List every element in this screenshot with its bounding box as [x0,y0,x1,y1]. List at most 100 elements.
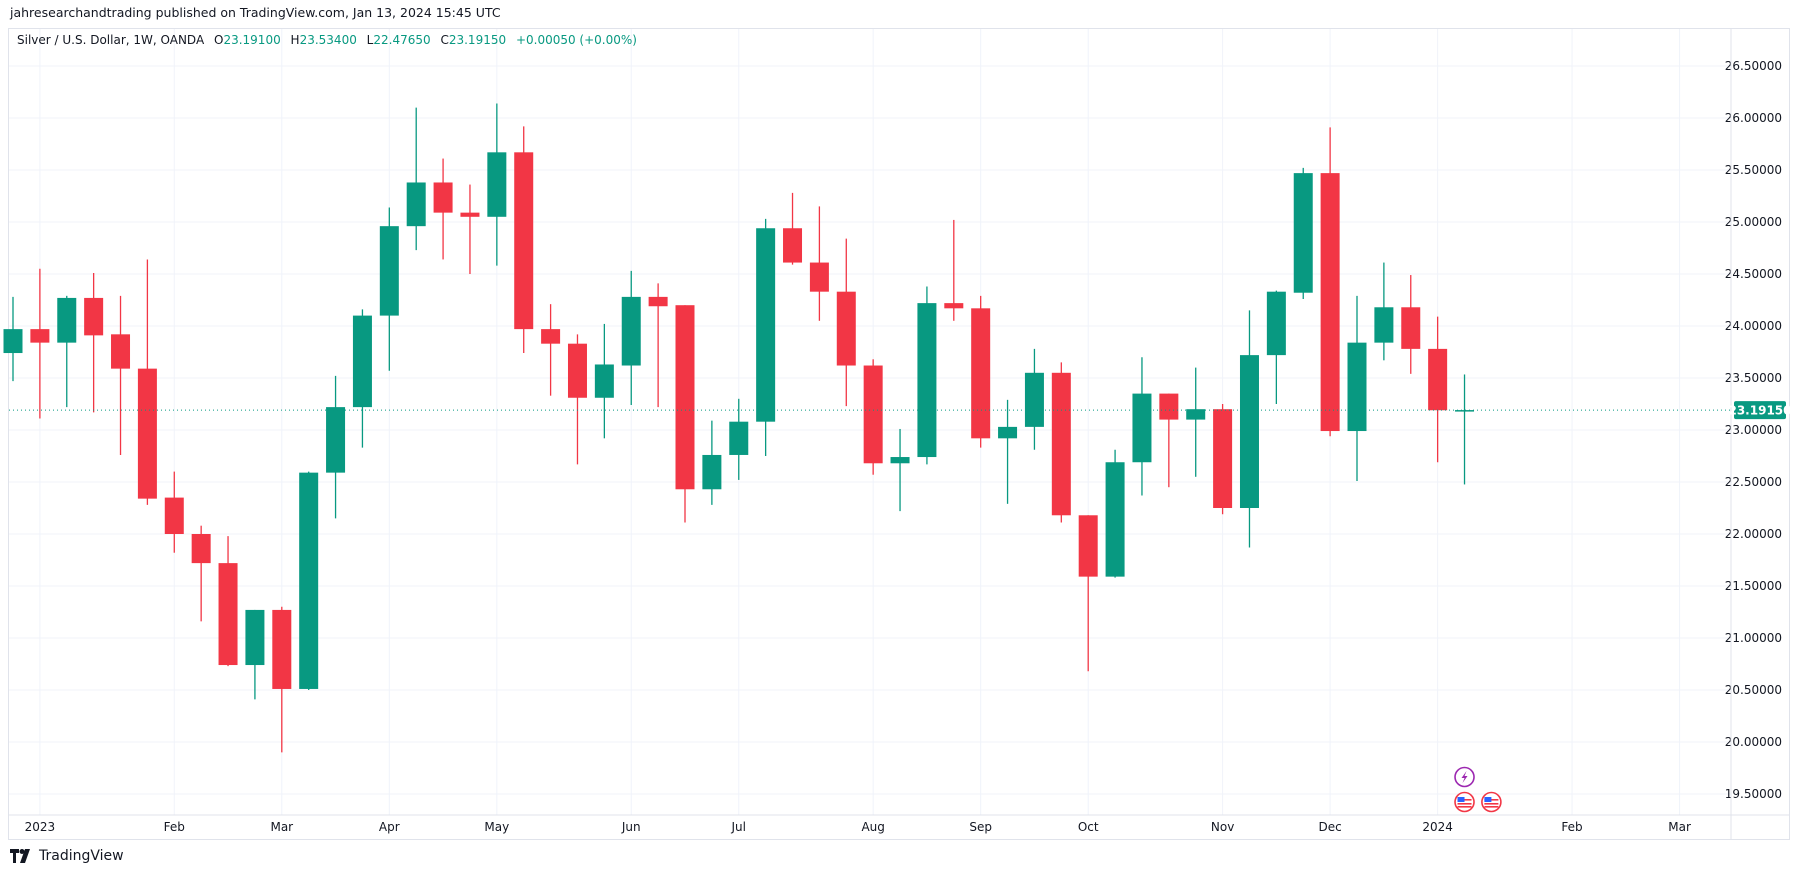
candle-body-down[interactable] [675,305,695,490]
candle-body-up[interactable] [890,457,910,464]
last-price-label: 23.19150 [1728,404,1791,418]
high-value: 23.53400 [299,33,357,47]
y-tick-label: 24.50000 [1725,267,1782,281]
candle-body-up[interactable] [1186,409,1206,420]
x-tick-label: Feb [164,820,185,834]
candle-body-down[interactable] [460,212,480,217]
candle-body-down[interactable] [84,297,104,336]
candle-body-up[interactable] [1239,355,1259,508]
candle-body-up[interactable] [1266,291,1286,356]
candle-body-up[interactable] [245,609,265,666]
y-tick-label: 25.00000 [1725,215,1782,229]
y-tick-label: 20.50000 [1725,683,1782,697]
y-tick-label: 23.50000 [1725,371,1782,385]
candle-body-down[interactable] [541,329,561,344]
x-tick-label: Nov [1211,820,1234,834]
us-flag-icon[interactable] [1481,791,1502,813]
candle-body-down[interactable] [1428,348,1448,411]
y-tick-label: 26.00000 [1725,111,1782,125]
candle-body-up[interactable] [1024,372,1044,427]
candle-body-up[interactable] [702,454,722,490]
candle-body-down[interactable] [191,534,211,564]
candle-body-down[interactable] [30,329,50,343]
chart-frame [8,28,1790,840]
candle-body-up[interactable] [326,407,346,473]
candle-body-down[interactable] [567,343,587,398]
x-tick-label: May [484,820,509,834]
candle-body-down[interactable] [783,228,803,263]
candle-body-down[interactable] [1078,515,1098,577]
candle-body-up[interactable] [352,315,372,408]
candle-body-up[interactable] [1347,342,1367,432]
close-label: C [440,33,449,47]
candle-body-down[interactable] [863,365,883,464]
chart-legend: Silver / U.S. Dollar, 1W, OANDA O23.1910… [17,33,637,47]
x-tick-label: Oct [1078,820,1099,834]
candle-body-up[interactable] [3,329,23,354]
candle-body-down[interactable] [218,563,238,666]
y-tick-label: 26.50000 [1725,59,1782,73]
candle-body-up[interactable] [998,426,1018,439]
candle-body-up[interactable] [57,297,77,343]
candle-body-up[interactable] [379,226,399,316]
y-tick-label: 21.00000 [1725,631,1782,645]
candle-body-down[interactable] [1320,173,1340,432]
symbol-description[interactable]: Silver / U.S. Dollar, 1W, OANDA [17,33,205,47]
candle-body-up[interactable] [1293,173,1313,293]
candle-body-down[interactable] [137,368,157,499]
x-tick-label: Jun [621,820,641,834]
candle-body-down[interactable] [836,291,856,366]
y-tick-label: 21.50000 [1725,579,1782,593]
change-value: +0.00050 (+0.00%) [515,33,637,47]
high-label: H [290,33,300,47]
y-tick-label: 20.00000 [1725,735,1782,749]
close-value: 23.19150 [448,33,507,47]
x-tick-label: Mar [270,820,293,834]
candle-body-down[interactable] [648,296,668,307]
candle-body-up[interactable] [1455,410,1475,412]
y-tick-label: 19.50000 [1725,787,1782,801]
candle-body-up[interactable] [729,421,749,455]
candle-body-down[interactable] [1401,307,1421,349]
x-tick-label: Dec [1319,820,1342,834]
x-tick-label: Mar [1668,820,1691,834]
candle-body-down[interactable] [1051,372,1071,516]
candle-body-down[interactable] [514,152,534,330]
candle-body-down[interactable] [164,497,184,534]
candle-body-down[interactable] [433,182,453,213]
candle-body-up[interactable] [1105,462,1125,577]
candle-body-down[interactable] [111,334,131,369]
low-label: L [366,33,374,47]
footer-brand-text: TradingView [39,848,124,864]
candle-body-down[interactable] [272,609,292,689]
candle-body-up[interactable] [1374,307,1394,343]
last-price-badge [1734,401,1786,420]
y-tick-label: 24.00000 [1725,319,1782,333]
candle-body-down[interactable] [971,308,991,439]
x-tick-label: Jul [731,820,746,834]
x-tick-label: Feb [1561,820,1582,834]
x-tick-label: Aug [861,820,884,834]
publisher-line: jahresearchandtrading published on Tradi… [10,5,501,20]
candle-body-up[interactable] [621,296,641,366]
us-flag-icon[interactable] [1454,791,1475,813]
lightning-icon[interactable] [1454,766,1475,788]
candle-body-down[interactable] [1213,409,1233,508]
x-tick-label: Sep [969,820,992,834]
candle-body-up[interactable] [594,364,614,398]
open-label: O [214,33,224,47]
candle-body-down[interactable] [944,303,964,309]
candle-body-down[interactable] [1159,393,1179,420]
footer-brand[interactable]: TradingView [10,848,124,864]
candle-body-up[interactable] [1132,393,1152,463]
candle-body-up[interactable] [299,472,319,689]
y-tick-label: 23.00000 [1725,423,1782,437]
y-tick-label: 22.50000 [1725,475,1782,489]
candle-body-down[interactable] [809,262,829,292]
tradingview-logo-icon [10,849,30,863]
candle-body-up[interactable] [756,228,776,422]
candle-body-up[interactable] [917,303,937,458]
candle-body-up[interactable] [487,152,507,217]
candle-body-up[interactable] [406,182,426,227]
